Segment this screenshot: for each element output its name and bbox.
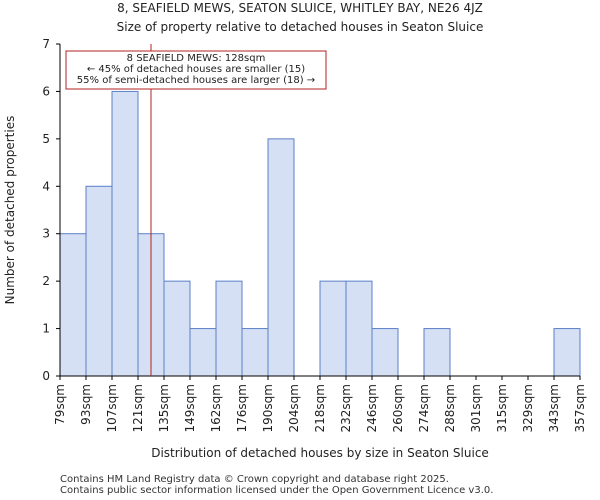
bars-group — [59, 90, 581, 377]
bar-246sqm — [371, 328, 399, 377]
bar-149sqm — [189, 328, 217, 377]
histogram-chart: 0 1 2 3 4 5 6 7 79sqm 93sqm 107sqm 121sqm 135sqm 149… — [3, 37, 587, 460]
y-tick-label: 0 — [42, 369, 50, 383]
bar-162sqm — [215, 280, 243, 377]
bar-93sqm — [85, 185, 113, 377]
bar-176sqm — [241, 328, 269, 377]
y-tick-label: 3 — [42, 227, 50, 241]
y-tick-label: 6 — [42, 84, 50, 98]
y-ticks-group: 0 1 2 3 4 5 6 7 — [42, 37, 60, 383]
x-tick-label: 79sqm — [53, 384, 67, 425]
x-tick-label: 162sqm — [209, 384, 223, 432]
x-tick-label: 301sqm — [469, 384, 483, 432]
bar-218sqm — [319, 280, 347, 377]
y-tick-label: 1 — [42, 322, 50, 336]
bar-79sqm — [59, 233, 87, 377]
x-tick-label: 357sqm — [573, 384, 587, 432]
x-tick-label: 315sqm — [495, 384, 509, 432]
annotation-line-1: 8 SEAFIELD MEWS: 128sqm — [127, 53, 266, 64]
x-tick-label: 260sqm — [391, 384, 405, 432]
y-tick-label: 5 — [42, 132, 50, 146]
x-tick-label: 246sqm — [365, 384, 379, 432]
x-tick-label: 190sqm — [261, 384, 275, 432]
bar-135sqm — [163, 280, 191, 377]
x-tick-label: 93sqm — [79, 384, 93, 425]
x-tick-label: 107sqm — [105, 384, 119, 432]
bar-190sqm — [267, 138, 295, 377]
footer-line-1: Contains HM Land Registry data © Crown c… — [60, 474, 449, 485]
chart-title: 8, SEAFIELD MEWS, SEATON SLUICE, WHITLEY… — [117, 1, 483, 15]
x-tick-label: 121sqm — [131, 384, 145, 432]
y-axis-label: Number of detached properties — [3, 116, 17, 305]
annotation-rect — [65, 50, 327, 90]
x-axis-label: Distribution of detached houses by size … — [151, 446, 489, 460]
chart-subtitle: Size of property relative to detached ho… — [116, 20, 484, 34]
y-tick-label: 2 — [42, 274, 50, 288]
y-tick-label: 7 — [42, 37, 50, 51]
x-tick-label: 288sqm — [443, 384, 457, 432]
bar-343sqm — [553, 328, 581, 377]
bar-232sqm — [345, 280, 373, 377]
annotation-box: 8 SEAFIELD MEWS: 128sqm ← 45% of detache… — [65, 50, 327, 90]
bar-274sqm — [423, 328, 451, 377]
x-tick-label: 176sqm — [235, 384, 249, 432]
bar-107sqm — [111, 90, 139, 377]
x-ticks-group: 79sqm 93sqm 107sqm 121sqm 135sqm 149sqm 162sqm… — [53, 376, 587, 432]
annotation-line-3: 55% of semi-detached houses are larger (… — [77, 75, 315, 86]
x-tick-label: 204sqm — [287, 384, 301, 432]
x-tick-label: 232sqm — [339, 384, 353, 432]
x-tick-label: 343sqm — [547, 384, 561, 432]
x-tick-label: 274sqm — [417, 384, 431, 432]
annotation-line-2: ← 45% of detached houses are smaller (15… — [87, 64, 305, 75]
x-tick-label: 149sqm — [183, 384, 197, 432]
y-tick-label: 4 — [42, 179, 50, 193]
x-tick-label: 329sqm — [521, 384, 535, 432]
footer-line-2: Contains public sector information licen… — [60, 485, 494, 496]
x-tick-label: 218sqm — [313, 384, 327, 432]
x-tick-label: 135sqm — [157, 384, 171, 432]
